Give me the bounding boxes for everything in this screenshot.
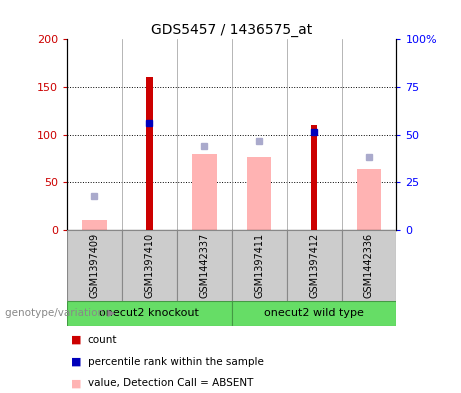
Text: GSM1397410: GSM1397410 — [144, 233, 154, 298]
Bar — [247, 158, 272, 230]
Text: value, Detection Call = ABSENT: value, Detection Call = ABSENT — [88, 378, 253, 388]
Text: GSM1442336: GSM1442336 — [364, 233, 374, 298]
Bar — [342, 230, 396, 301]
Bar — [231, 301, 396, 326]
Bar — [82, 220, 106, 230]
Text: ■: ■ — [71, 335, 82, 345]
Text: GSM1442337: GSM1442337 — [199, 233, 209, 298]
Bar — [287, 230, 342, 301]
Text: ■: ■ — [71, 356, 82, 367]
Text: genotype/variation ▶: genotype/variation ▶ — [5, 309, 115, 318]
Bar — [231, 230, 287, 301]
Text: count: count — [88, 335, 117, 345]
Bar — [311, 125, 317, 230]
Text: GSM1397412: GSM1397412 — [309, 233, 319, 298]
Text: ■: ■ — [71, 378, 82, 388]
Text: percentile rank within the sample: percentile rank within the sample — [88, 356, 264, 367]
Bar — [146, 77, 153, 230]
Bar — [357, 169, 381, 230]
Bar — [177, 230, 231, 301]
Bar — [192, 154, 217, 230]
Bar — [122, 230, 177, 301]
Text: GSM1397411: GSM1397411 — [254, 233, 264, 298]
Title: GDS5457 / 1436575_at: GDS5457 / 1436575_at — [151, 23, 312, 37]
Text: GSM1397409: GSM1397409 — [89, 233, 99, 298]
Text: onecut2 knockout: onecut2 knockout — [99, 309, 199, 318]
Bar — [67, 230, 122, 301]
Bar — [67, 301, 231, 326]
Text: onecut2 wild type: onecut2 wild type — [264, 309, 364, 318]
